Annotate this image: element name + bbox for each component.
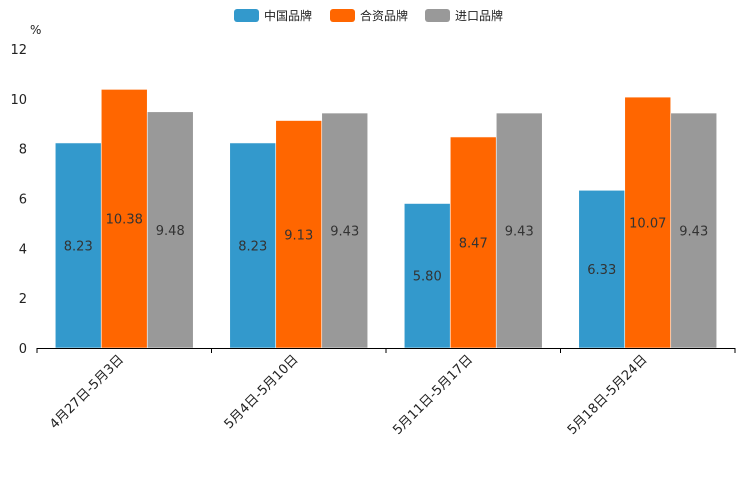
bar[interactable] — [321, 112, 369, 349]
bar-value-label: 5.80 — [413, 270, 442, 285]
bar-value-label: 8.23 — [238, 239, 267, 254]
legend-swatch[interactable] — [425, 9, 450, 22]
x-axis: 4月27日-5月3日 5月4日-5月10日 5月11日-5月17日 5月18日-5月2… — [36, 348, 736, 438]
y-tick-label: 2 — [19, 292, 27, 307]
bar-value-label: 9.43 — [679, 225, 708, 240]
legend-label: 中国品牌 — [264, 8, 312, 23]
bar-value-label: 10.07 — [629, 217, 666, 232]
bar[interactable] — [275, 120, 323, 349]
y-tick-label: 4 — [19, 242, 27, 257]
y-tick-label: 6 — [19, 193, 27, 208]
bar-value-label: 9.13 — [284, 228, 313, 243]
bar[interactable] — [229, 142, 277, 349]
bar[interactable] — [100, 89, 148, 349]
legend-label: 进口品牌 — [455, 9, 503, 23]
y-tick-label: 12 — [10, 43, 27, 58]
x-tick-label: 4月27日-5月3日 — [47, 352, 127, 432]
x-tick-label: 5月4日-5月10日 — [222, 352, 302, 432]
bar[interactable] — [670, 112, 718, 349]
y-tick-label: 0 — [19, 342, 27, 357]
legend: 中国品牌 合资品牌 进口品牌 — [234, 8, 503, 23]
bar[interactable] — [54, 142, 102, 349]
bars: 8.23 10.38 9.48 8.23 9.13 9.43 5.80 8.47 9.43 6.3… — [54, 89, 718, 349]
bar[interactable] — [449, 136, 497, 349]
y-tick-label: 10 — [10, 93, 27, 108]
bar-value-label: 9.48 — [156, 224, 185, 239]
bar-value-label: 8.23 — [64, 239, 93, 254]
bar-value-label: 9.43 — [330, 225, 359, 240]
y-axis-unit-label: % — [30, 23, 41, 37]
x-tick-label: 5月11日-5月17日 — [390, 352, 476, 438]
legend-swatch[interactable] — [330, 9, 355, 22]
y-axis: 0 2 4 6 8 10 12 — [10, 43, 27, 357]
legend-label: 合资品牌 — [360, 8, 408, 23]
legend-swatch[interactable] — [234, 9, 259, 22]
bar-value-label: 6.33 — [587, 263, 616, 278]
bar-value-label: 10.38 — [106, 213, 143, 228]
x-tick-label: 5月18日-5月24日 — [565, 352, 651, 438]
bar[interactable] — [146, 111, 194, 349]
bar-value-label: 9.43 — [505, 225, 534, 240]
bar[interactable] — [578, 189, 626, 349]
y-tick-label: 8 — [19, 143, 27, 158]
bar-value-label: 8.47 — [459, 236, 488, 251]
